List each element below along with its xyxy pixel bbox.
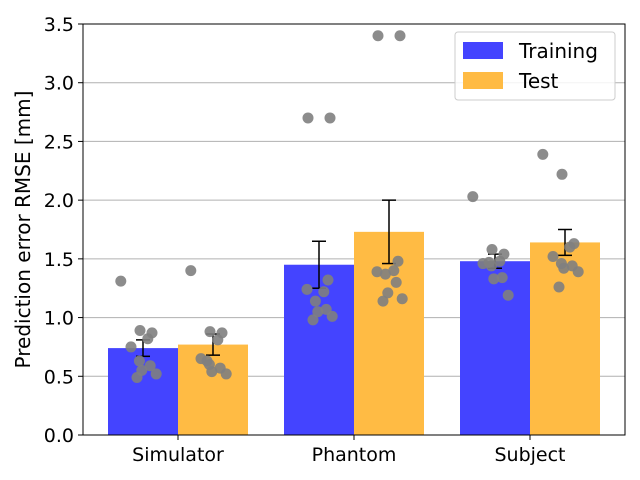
x-tick-label: Simulator [132, 444, 224, 466]
data-point [307, 314, 319, 326]
data-point [558, 262, 570, 274]
data-point [204, 326, 216, 338]
x-axis: Simulator Phantom Subject [132, 435, 566, 466]
data-point [302, 112, 314, 124]
data-point [502, 289, 514, 301]
data-point [144, 360, 156, 372]
x-tick-label: Subject [494, 444, 565, 466]
data-point [372, 30, 384, 42]
y-tick-label: 2.5 [44, 131, 74, 153]
data-point [142, 333, 154, 345]
data-point [150, 368, 162, 380]
y-tick-label: 1.0 [44, 308, 74, 330]
data-point [494, 255, 506, 267]
y-tick-label: 3.5 [44, 14, 74, 36]
data-point [392, 255, 404, 267]
bar-test-phantom [354, 231, 424, 435]
data-point [377, 295, 389, 307]
y-tick-label: 0.5 [44, 366, 74, 388]
y-tick-label: 1.5 [44, 249, 74, 271]
data-point [486, 243, 498, 255]
data-point [483, 256, 495, 268]
data-point [553, 281, 565, 293]
data-point [201, 355, 213, 367]
y-tick-label: 0.0 [44, 425, 74, 447]
y-tick-label: 3.0 [44, 73, 74, 95]
data-point [488, 273, 500, 285]
legend-swatch-training [463, 42, 503, 59]
data-point [131, 371, 143, 383]
data-point [537, 148, 549, 160]
data-point [318, 286, 330, 298]
data-point [496, 272, 508, 284]
data-point [556, 168, 568, 180]
legend: Training Test [454, 31, 616, 101]
y-tick-label: 2.0 [44, 190, 74, 212]
data-point [564, 241, 576, 253]
bar-training-subject [460, 261, 530, 435]
legend-label-test: Test [518, 69, 559, 93]
y-axis-label: Prediction error RMSE [mm] [11, 91, 35, 369]
legend-swatch-test [463, 72, 503, 89]
data-point [185, 265, 197, 277]
data-point [388, 265, 400, 277]
data-point [125, 341, 137, 353]
y-axis: 0.0 0.5 1.0 1.5 2.0 2.5 3.0 3.5 [44, 14, 83, 447]
data-point [382, 287, 394, 299]
data-point [396, 293, 408, 305]
data-point [572, 266, 584, 278]
data-point [206, 366, 218, 378]
legend-label-training: Training [518, 39, 598, 63]
data-point [220, 368, 232, 380]
data-point [390, 276, 402, 288]
data-point [309, 295, 321, 307]
data-point [212, 334, 224, 346]
bar-test-simulator [178, 344, 248, 435]
data-point [301, 283, 313, 295]
x-tick-label: Phantom [312, 444, 397, 466]
data-point [371, 266, 383, 278]
data-point [134, 324, 146, 336]
data-point [467, 191, 479, 203]
bar-test-subject [530, 242, 600, 435]
data-point [133, 355, 145, 367]
data-points [115, 30, 584, 383]
data-point [322, 274, 334, 286]
data-point [326, 310, 338, 322]
data-point [394, 30, 406, 42]
data-point [312, 306, 324, 318]
data-point [547, 251, 559, 263]
data-point [324, 112, 336, 124]
data-point [115, 275, 127, 287]
data-point [379, 268, 391, 280]
bars [108, 231, 600, 435]
